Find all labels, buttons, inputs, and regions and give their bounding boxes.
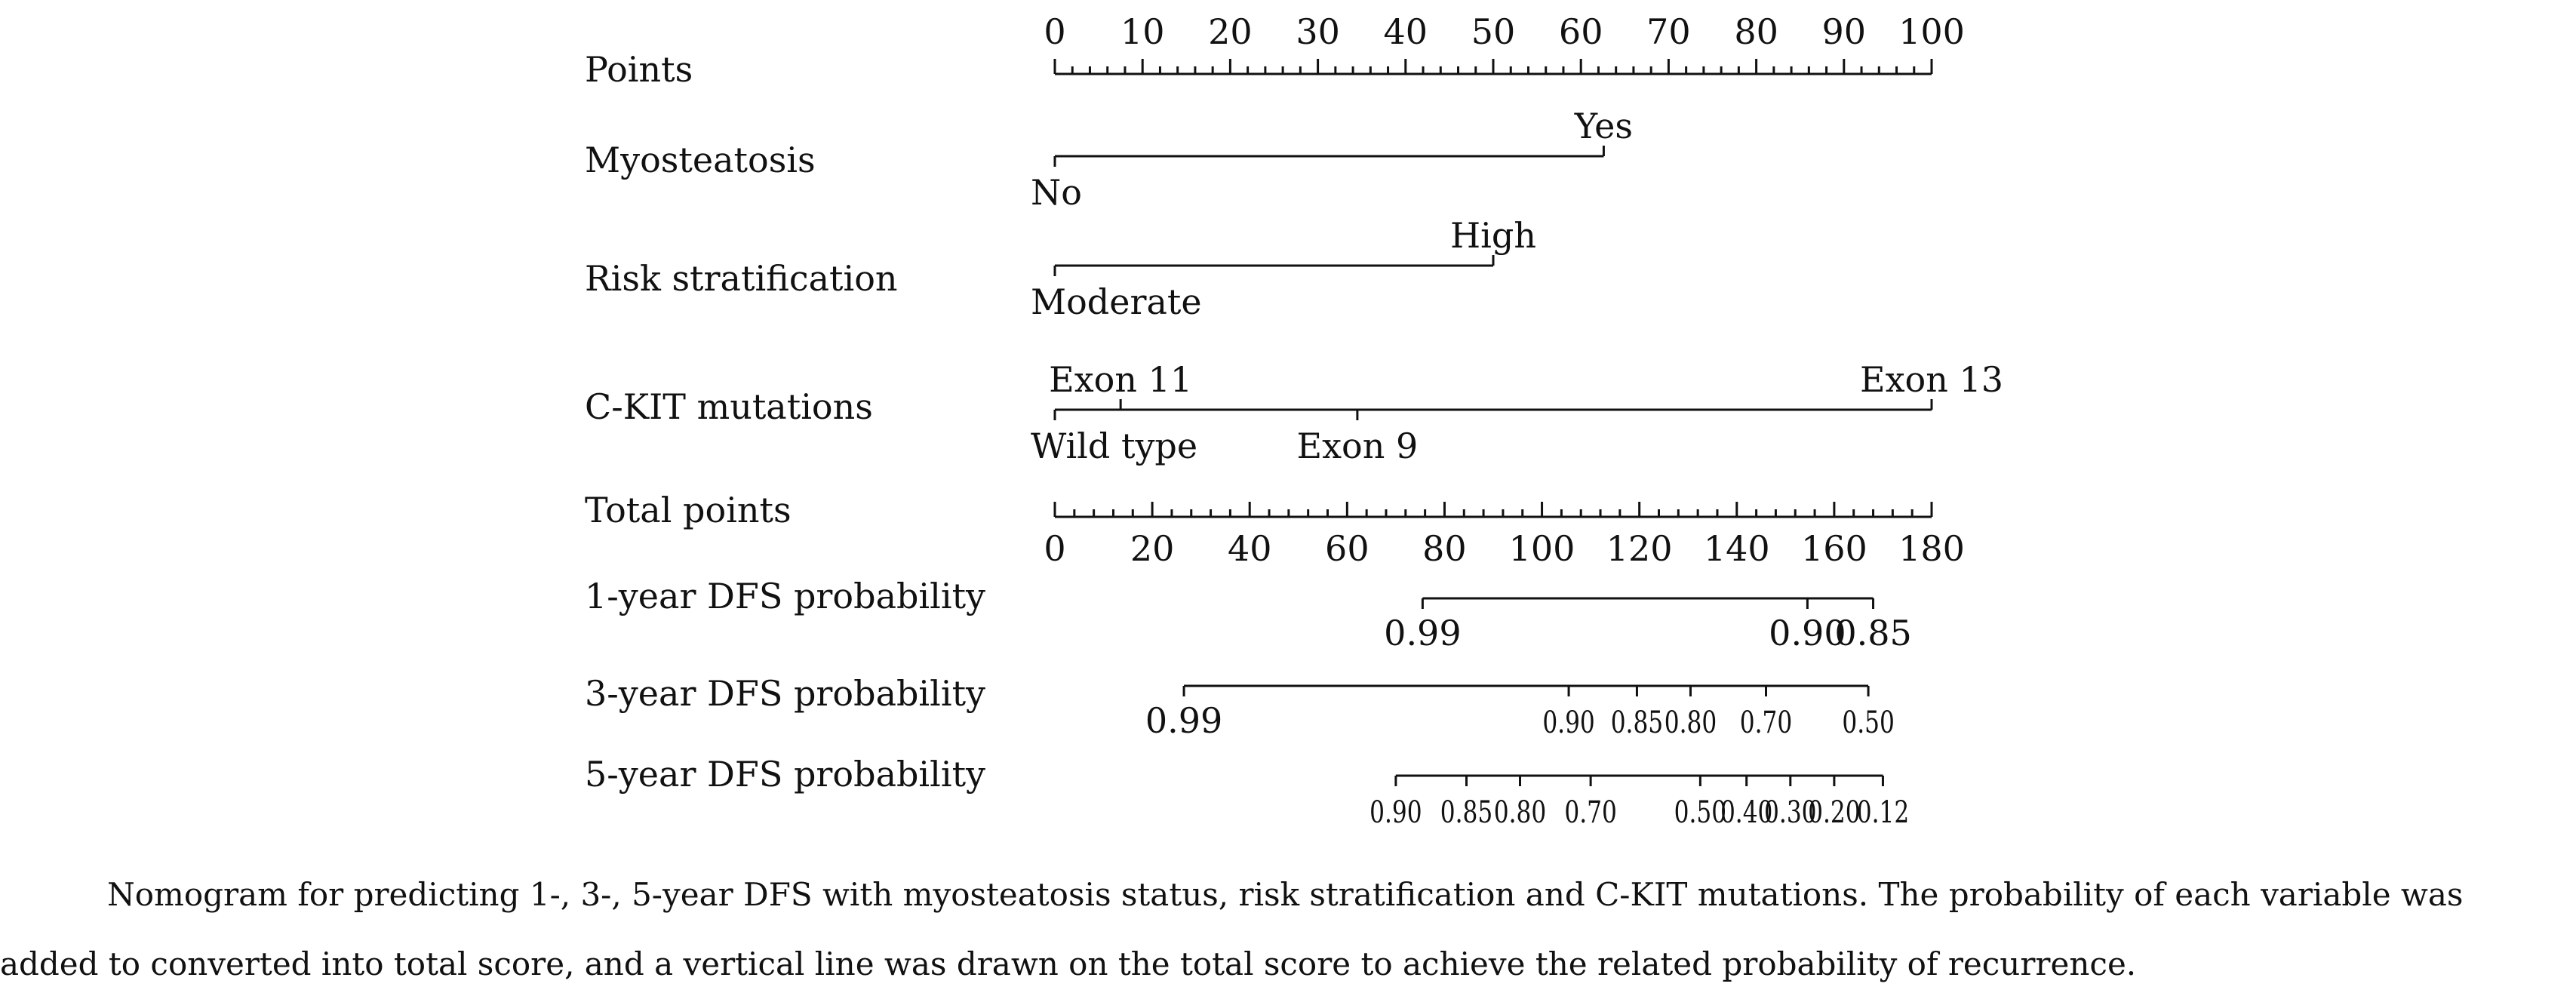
- dfs5-tick-label: 0.80: [1494, 795, 1546, 830]
- risk-level-label: High: [1450, 215, 1536, 256]
- dfs5-tick-label: 0.90: [1369, 795, 1422, 830]
- points-tick-label: 50: [1471, 11, 1516, 52]
- dfs5-tick-label: 0.50: [1674, 795, 1726, 830]
- total-tick-label: 100: [1509, 528, 1575, 569]
- points-tick-label: 10: [1120, 11, 1165, 52]
- dfs1-tick-label: 0.85: [1834, 613, 1911, 653]
- dfs3-tick-label: 0.99: [1145, 700, 1222, 741]
- dfs1-tick-label: 0.99: [1384, 613, 1461, 653]
- points-tick-label: 30: [1296, 11, 1340, 52]
- dfs5-tick-label: 0.12: [1857, 795, 1909, 830]
- dfs3-tick-label: 0.70: [1740, 705, 1792, 740]
- figure-caption: Nomogram for predicting 1-, 3-, 5-year D…: [0, 860, 2576, 999]
- dfs5-tick-label: 0.85: [1440, 795, 1492, 830]
- ckit-level-label: Wild type: [1031, 426, 1197, 466]
- total-row-label: Total points: [585, 490, 792, 530]
- dfs3-tick-label: 0.80: [1665, 705, 1717, 740]
- points-tick-label: 80: [1734, 11, 1778, 52]
- dfs5-row-label: 5-year DFS probability: [585, 754, 985, 795]
- dfs5-tick-label: 0.70: [1564, 795, 1616, 830]
- points-tick-label: 0: [1044, 11, 1065, 52]
- total-tick-label: 140: [1704, 528, 1770, 569]
- total-tick-label: 80: [1422, 528, 1467, 569]
- points-row-label: Points: [585, 49, 693, 90]
- points-tick-label: 60: [1559, 11, 1603, 52]
- points-tick-label: 20: [1208, 11, 1253, 52]
- dfs3-row-label: 3-year DFS probability: [585, 673, 985, 714]
- caption-line-2: added to converted into total score, and…: [0, 945, 2137, 982]
- ckit-level-label: Exon 13: [1860, 359, 2003, 400]
- total-tick-label: 160: [1801, 528, 1867, 569]
- dfs1-tick-label: 0.90: [1769, 613, 1846, 653]
- dfs5-tick-label: 0.30: [1764, 795, 1816, 830]
- total-tick-label: 0: [1044, 528, 1065, 569]
- dfs5-tick-label: 0.40: [1720, 795, 1772, 830]
- dfs3-tick-label: 0.50: [1842, 705, 1894, 740]
- ckit-level-label: Exon 11: [1049, 359, 1192, 400]
- dfs1-row-label: 1-year DFS probability: [585, 576, 985, 616]
- risk-row-label: Risk stratification: [585, 258, 898, 299]
- ckit-level-label: Exon 9: [1297, 426, 1419, 466]
- total-tick-label: 180: [1898, 528, 1965, 569]
- myosteatosis-level-label: Yes: [1574, 106, 1633, 146]
- dfs5-tick-label: 0.20: [1808, 795, 1860, 830]
- total-tick-label: 60: [1325, 528, 1369, 569]
- caption-line-1: Nomogram for predicting 1-, 3-, 5-year D…: [107, 876, 2464, 913]
- points-tick-label: 90: [1822, 11, 1867, 52]
- total-tick-label: 20: [1130, 528, 1175, 569]
- total-tick-label: 40: [1228, 528, 1272, 569]
- ckit-row-label: C-KIT mutations: [585, 386, 873, 427]
- points-tick-label: 100: [1898, 11, 1965, 52]
- points-tick-label: 40: [1384, 11, 1428, 52]
- myosteatosis-row-label: Myosteatosis: [585, 140, 816, 180]
- myosteatosis-level-label: No: [1031, 172, 1082, 213]
- risk-level-label: Moderate: [1031, 281, 1202, 322]
- total-tick-label: 120: [1606, 528, 1673, 569]
- dfs3-tick-label: 0.90: [1542, 705, 1594, 740]
- dfs3-tick-label: 0.85: [1611, 705, 1663, 740]
- nomogram-chart: Points 0 10 20 30 40 50 60 70 80 90 100 Myosteatosis…: [585, 11, 2003, 830]
- points-tick-label: 70: [1646, 11, 1691, 52]
